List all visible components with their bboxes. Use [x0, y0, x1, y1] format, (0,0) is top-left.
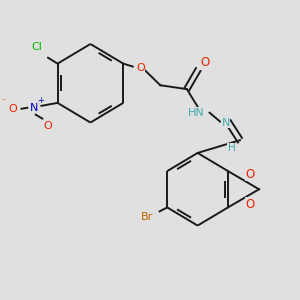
Text: O: O	[9, 104, 17, 114]
Text: N: N	[221, 118, 230, 128]
Text: Cl: Cl	[31, 42, 42, 52]
Text: +: +	[38, 96, 44, 105]
Text: N: N	[30, 103, 38, 113]
Text: O: O	[44, 122, 52, 131]
Text: HN: HN	[188, 108, 205, 118]
Text: O: O	[245, 168, 255, 181]
Text: O: O	[245, 198, 255, 211]
Text: H: H	[227, 143, 235, 153]
Text: Br: Br	[141, 212, 153, 222]
Text: O: O	[136, 63, 145, 73]
Text: O: O	[200, 56, 209, 69]
Text: ⁻: ⁻	[1, 98, 6, 106]
